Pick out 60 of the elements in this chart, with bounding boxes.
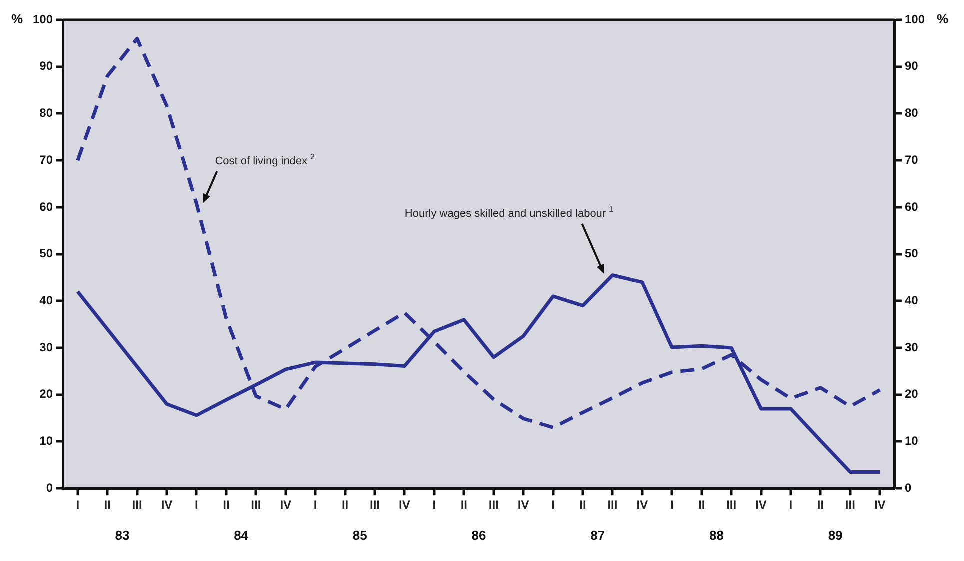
y2-axis-title: % — [936, 12, 949, 27]
y-tick-label: 0 — [46, 480, 54, 495]
y2-tick-label: 30 — [904, 340, 919, 354]
y-tick-label: 20 — [40, 387, 54, 402]
x-tick-label: IV — [756, 498, 767, 512]
x-tick-label: II — [342, 498, 349, 512]
y2-tick-label: 70 — [904, 152, 919, 167]
x-tick-label: II — [460, 498, 468, 512]
x-tick-label: III — [608, 498, 618, 512]
y-tick-label: 10 — [40, 434, 54, 448]
text: 83 — [115, 528, 130, 544]
x-tick-label: IV — [874, 498, 886, 512]
x-tick-label: III — [845, 498, 856, 512]
y2-tick-label: 0 — [904, 480, 912, 495]
y-tick-label: 60 — [40, 200, 54, 214]
y-tick-label: 40 — [40, 293, 54, 308]
text: 87 — [590, 528, 606, 544]
x-tick-label: I — [789, 498, 793, 512]
text: 86 — [472, 528, 486, 544]
y2-tick-label: 50 — [904, 246, 919, 261]
y2-tick-label: 10 — [904, 434, 919, 448]
x-tick-label: IV — [518, 498, 530, 512]
x-tick-label: IV — [399, 498, 410, 512]
y2-tick-label: 90 — [904, 59, 919, 74]
y-axis-title: % — [11, 12, 24, 27]
text: 89 — [828, 528, 843, 544]
x-tick-label: IV — [636, 498, 648, 512]
x-tick-label: IV — [161, 498, 173, 512]
x-tick-label: I — [432, 498, 436, 512]
text: 88 — [709, 528, 724, 544]
y-tick-label: 30 — [40, 340, 54, 354]
x-tick-label: III — [488, 498, 499, 512]
x-tick-label: III — [132, 498, 142, 512]
x-tick-label: III — [370, 498, 380, 512]
y2-tick-label: 80 — [904, 106, 919, 120]
y2-tick-label: 20 — [904, 387, 919, 402]
text: Cost of living index2 — [215, 152, 316, 168]
y-tick-label: 90 — [40, 59, 54, 74]
y2-tick-label: 60 — [904, 200, 919, 214]
x-tick-label: I — [670, 498, 674, 512]
y-tick-label: 70 — [40, 152, 54, 167]
y2-tick-label: 40 — [904, 293, 919, 308]
x-tick-label: III — [726, 498, 737, 512]
x-tick-label: II — [580, 498, 586, 512]
y-tick-label: 50 — [40, 246, 54, 261]
x-tick-label: I — [314, 498, 318, 512]
x-tick-label: IV — [280, 498, 292, 512]
x-tick-label: I — [76, 498, 80, 512]
x-tick-label: II — [698, 498, 706, 512]
y-tick-label: 80 — [40, 106, 54, 120]
x-tick-label: III — [251, 498, 262, 512]
x-tick-label: II — [223, 498, 230, 512]
x-tick-label: II — [817, 498, 824, 512]
x-tick-label: I — [552, 498, 555, 512]
x-tick-label: II — [104, 498, 111, 512]
text: 85 — [352, 528, 368, 544]
y2-tick-label: 100 — [904, 12, 926, 26]
y-tick-label: 100 — [32, 12, 54, 26]
x-tick-label: I — [195, 498, 198, 512]
text: 84 — [234, 528, 250, 544]
